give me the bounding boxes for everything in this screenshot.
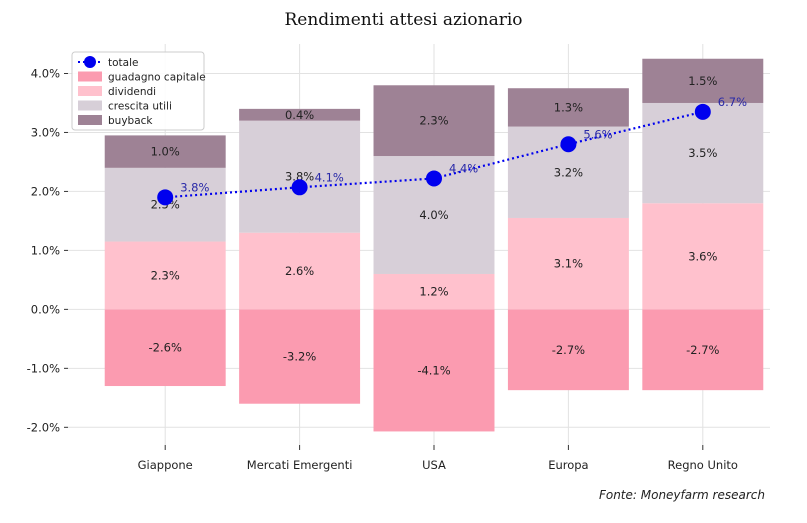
bar-segment-label: 3.6%	[688, 249, 717, 263]
legend-patch	[78, 86, 102, 96]
bar-segment-label: 1.5%	[688, 74, 717, 88]
bar-segment	[104, 135, 226, 168]
totale-point	[560, 136, 577, 153]
y-tick-label: -1.0%	[27, 361, 60, 375]
totale-label: 4.1%	[315, 170, 344, 184]
legend-box	[71, 51, 205, 131]
bar-segment	[507, 309, 629, 391]
totale-point	[694, 103, 711, 120]
bar-segment	[373, 273, 495, 310]
bar-segment-label: 1.0%	[151, 145, 180, 159]
bar-segment	[373, 85, 495, 157]
x-tick-label: Europa	[548, 458, 588, 472]
legend-label: buyback	[108, 115, 153, 127]
legend-label: totale	[108, 57, 138, 69]
bar-segment-label: 4.0%	[419, 208, 448, 222]
legend-patch	[78, 100, 102, 111]
y-tick-label: 2.0%	[31, 184, 60, 198]
chart-title: Rendimenti attesi azionario	[284, 10, 523, 30]
bar-segment-label: 2.3%	[419, 114, 448, 128]
bar-segment-label: -3.2%	[283, 350, 316, 364]
x-tick-label: Regno Unito	[668, 458, 738, 472]
bar-segment	[239, 120, 361, 233]
bar-segment-label: 3.5%	[688, 146, 717, 160]
y-tick-label: 0.0%	[31, 302, 60, 316]
y-tick-label: 3.0%	[31, 125, 60, 139]
legend-label: dividendi	[108, 86, 156, 98]
bar-segment-label: 3.1%	[554, 257, 583, 271]
bar-segment-label: -4.1%	[417, 363, 450, 377]
bar-segment	[642, 58, 764, 103]
x-tick-label: Mercati Emergenti	[247, 458, 353, 472]
bar-segment-label: -2.7%	[552, 343, 585, 357]
totale-label: 4.4%	[449, 161, 478, 175]
bar-segment	[239, 232, 361, 310]
bar-segment-label: 1.2%	[419, 285, 448, 299]
totale-point	[291, 179, 308, 196]
bar-segment	[507, 217, 629, 310]
bar-segment-label: 0.4%	[285, 108, 314, 122]
y-tick-label: -2.0%	[27, 420, 60, 434]
totale-label: 3.8%	[180, 180, 209, 194]
bar-segment	[104, 309, 226, 387]
bar-segment-label: 3.2%	[554, 165, 583, 179]
bar-segment	[507, 88, 629, 127]
bar-segment-label: 2.6%	[285, 264, 314, 278]
totale-label: 6.7%	[718, 95, 747, 109]
legend-point-marker	[84, 56, 96, 68]
bar-segment-label: -2.7%	[686, 343, 719, 357]
bar-segment-label: -2.6%	[149, 341, 182, 355]
bar-segment-label: 2.3%	[151, 268, 180, 282]
bar-segment	[104, 241, 226, 310]
totale-point	[426, 170, 442, 187]
y-tick-label: 1.0%	[31, 243, 60, 257]
bar-segment-label: 1.3%	[554, 100, 583, 114]
y-tick-label: 4.0%	[31, 66, 60, 80]
legend-label: crescita utili	[108, 101, 172, 113]
bar-segment	[239, 309, 361, 404]
bar-segment	[239, 108, 361, 121]
legend-label: guadagno capitale	[108, 72, 206, 84]
legend-patch	[78, 115, 102, 125]
source-note: Fonte: Moneyfarm research	[598, 488, 765, 502]
bar-segment-label: 3.8%	[285, 170, 314, 184]
totale-label: 5.6%	[583, 127, 612, 141]
bar-segment	[373, 309, 495, 432]
totale-point	[157, 189, 174, 206]
legend-patch	[78, 71, 102, 82]
x-tick-label: USA	[422, 458, 446, 472]
bar-segment	[642, 203, 764, 310]
bar-segment	[642, 309, 764, 391]
x-tick-label: Giappone	[138, 458, 193, 472]
